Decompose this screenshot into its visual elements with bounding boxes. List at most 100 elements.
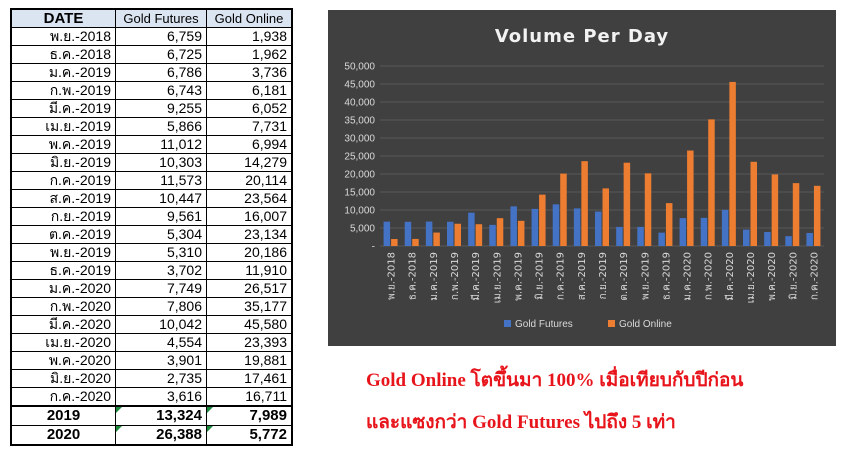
total-gold-online-value: 7,989: [249, 407, 287, 424]
bar-gold-online: [665, 203, 673, 246]
row-gold-online: 7,731: [206, 117, 293, 136]
row-gold-online: 6,181: [206, 81, 293, 100]
y-tick-label: 5,000: [350, 224, 375, 235]
table-row: ก.ค.-2019 11,573 20,114: [10, 171, 293, 190]
x-tick-label: พ.ย.-2018: [387, 252, 398, 300]
bar-gold-futures: [510, 206, 517, 246]
bar-gold-futures: [616, 226, 623, 246]
table-row: ม.ค.-2020 7,749 26,517: [10, 279, 293, 298]
y-tick-label: 35,000: [344, 116, 375, 127]
row-gold-futures: 4,554: [115, 333, 207, 352]
row-gold-online: 6,994: [206, 135, 293, 154]
y-tick-label: 40,000: [344, 98, 375, 109]
y-tick-label: 20,000: [344, 170, 375, 181]
table-row: พ.ค.-2020 3,901 19,881: [10, 351, 293, 370]
total-year-value: 2019: [46, 407, 81, 424]
y-tick-label: 10,000: [344, 206, 375, 217]
table-row: ธ.ค.-2018 6,725 1,962: [10, 45, 293, 64]
row-date: มี.ค.-2020: [10, 315, 116, 334]
total-gold-futures-value: 13,324: [156, 407, 202, 424]
row-gold-futures: 9,561: [115, 207, 207, 226]
total-year-value: 2020: [46, 426, 81, 443]
bar-gold-online: [560, 173, 567, 246]
x-tick-label: ก.พ.-2020: [704, 252, 715, 300]
table-row: พ.ย.-2018 6,759 1,938: [10, 27, 293, 46]
total-gold-futures: 13,324: [115, 405, 207, 426]
row-date: ม.ค.-2019: [10, 63, 116, 82]
bar-gold-online: [644, 173, 652, 246]
bar-gold-online: [454, 223, 461, 246]
table-row: ธ.ค.-2019 3,702 11,910: [10, 261, 293, 280]
row-date: พ.ค.-2020: [10, 351, 116, 370]
row-gold-online: 20,114: [206, 171, 293, 190]
cell-flag-icon: [207, 407, 213, 413]
y-tick-label: 30,000: [344, 134, 375, 145]
x-tick-label: มี.ค.-2020: [724, 252, 736, 301]
bar-gold-online: [623, 162, 631, 246]
bar-gold-online: [517, 220, 525, 246]
row-date: ต.ค.-2019: [10, 225, 116, 244]
x-tick-label: ก.พ.-2019: [450, 252, 461, 300]
bar-gold-online: [475, 224, 483, 246]
bar-gold-online: [792, 183, 800, 246]
bar-gold-futures: [447, 221, 454, 246]
row-gold-online: 19,881: [206, 351, 293, 370]
bar-gold-futures: [573, 208, 581, 246]
bar-gold-futures: [404, 221, 412, 246]
row-gold-futures: 11,012: [115, 135, 207, 154]
table-row: พ.ย.-2019 5,310 20,186: [10, 243, 293, 262]
bar-gold-online: [729, 81, 736, 246]
row-date: ม.ค.-2020: [10, 279, 116, 298]
table-row: เม.ย.-2019 5,866 7,731: [10, 117, 293, 136]
volume-chart: Volume Per Day - 5,000 10,000 15,000 20,000 25…: [344, 26, 824, 330]
row-gold-futures: 3,616: [115, 387, 207, 407]
row-gold-online: 1,938: [206, 27, 293, 46]
x-tick-label: มิ.ย.-2019: [535, 252, 546, 300]
row-date: มิ.ย.-2019: [10, 153, 116, 172]
x-tick-label: พ.ค.-2020: [767, 252, 778, 301]
row-gold-futures: 9,255: [115, 99, 207, 118]
x-tick-label: ม.ค.-2019: [429, 252, 440, 301]
row-gold-online: 6,052: [206, 99, 293, 118]
row-gold-online: 26,517: [206, 279, 293, 298]
x-tick-label: ต.ค.-2019: [619, 252, 630, 301]
y-tick-label: 25,000: [344, 152, 375, 163]
table-row: ก.ค.-2020 3,616 16,711: [10, 387, 293, 407]
row-gold-futures: 2,735: [115, 369, 207, 388]
row-gold-futures: 11,573: [115, 171, 207, 190]
row-date: เม.ย.-2019: [10, 117, 116, 136]
bar-gold-futures: [468, 212, 475, 246]
bar-gold-futures: [658, 232, 665, 246]
header-gold-online: Gold Online: [206, 8, 293, 28]
table-row: พ.ค.-2019 11,012 6,994: [10, 135, 293, 154]
row-date: พ.ย.-2018: [10, 27, 116, 46]
row-gold-online: 16,711: [206, 387, 293, 407]
y-tick-label: 45,000: [344, 80, 375, 91]
x-tick-label: ธ.ค.-2019: [661, 252, 672, 300]
row-gold-futures: 3,901: [115, 351, 207, 370]
row-date: มิ.ย.-2020: [10, 369, 116, 388]
legend-label-gold-online: Gold Online: [619, 319, 672, 330]
bar-gold-online: [496, 218, 504, 246]
bar-gold-online: [602, 188, 609, 246]
y-tick-label: 50,000: [344, 62, 375, 73]
cell-flag-icon: [116, 407, 122, 413]
row-gold-online: 17,461: [206, 369, 293, 388]
bar-gold-futures: [679, 218, 687, 246]
bar-gold-online: [433, 232, 440, 246]
table-row: มี.ค.-2019 9,255 6,052: [10, 99, 293, 118]
row-date: ก.พ.-2019: [10, 81, 116, 100]
bar-gold-online: [391, 239, 398, 246]
bar-gold-futures: [785, 236, 792, 246]
row-date: พ.ย.-2019: [10, 243, 116, 262]
x-tick-label: ม.ค.-2020: [683, 252, 694, 301]
table-row: มี.ค.-2020 10,042 45,580: [10, 315, 293, 334]
table-header-row: DATE Gold Futures Gold Online: [10, 8, 293, 28]
row-date: ส.ค.-2019: [10, 189, 116, 208]
total-gold-futures-value: 26,388: [156, 426, 202, 443]
row-gold-online: 3,736: [206, 63, 293, 82]
legend-swatch-gold-futures: [504, 320, 511, 327]
table-body: พ.ย.-2018 6,759 1,938 ธ.ค.-2018 6,725 1,962 ม.…: [10, 27, 293, 446]
row-gold-futures: 6,725: [115, 45, 207, 64]
x-tick-label: เม.ย.-2020: [746, 252, 757, 303]
